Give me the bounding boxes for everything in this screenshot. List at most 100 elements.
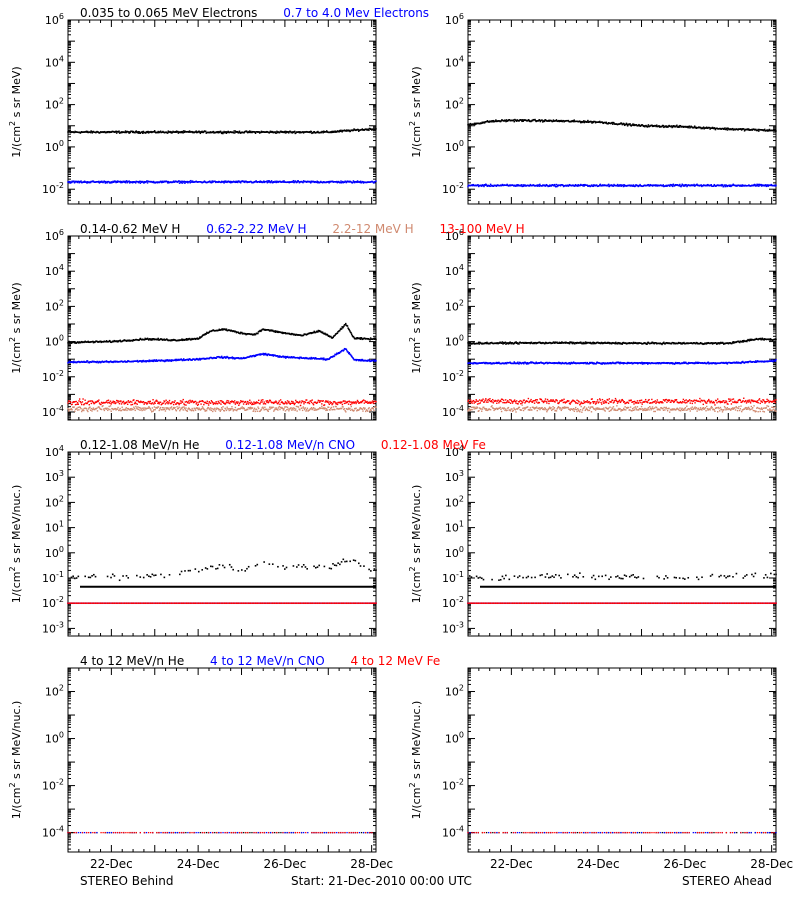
data-point (552, 184, 554, 186)
data-point (290, 407, 292, 409)
data-point (374, 360, 376, 363)
data-point (132, 408, 134, 411)
data-point (670, 184, 672, 186)
data-point (130, 404, 132, 406)
data-point (87, 410, 89, 413)
data-point (495, 185, 498, 187)
data-point (328, 358, 330, 360)
data-point (323, 130, 325, 133)
data-point (214, 407, 216, 410)
data-point (503, 120, 505, 122)
ytick-label: 100 (445, 334, 464, 349)
data-point (197, 408, 200, 411)
data-point (119, 339, 121, 342)
data-point (225, 328, 228, 330)
data-point (174, 400, 176, 402)
data-point (235, 331, 237, 333)
data-point (327, 400, 329, 402)
data-point (219, 400, 221, 402)
ytick-label: 10-2 (442, 181, 464, 196)
data-point (251, 131, 253, 134)
ytick-label: 100 (445, 139, 464, 154)
data-point (259, 180, 262, 182)
data-point (167, 130, 170, 132)
data-point (619, 184, 622, 186)
data-point (285, 132, 287, 134)
data-point (362, 410, 364, 412)
ytick-label: 102 (45, 298, 64, 313)
data-point (330, 406, 333, 409)
data-point (331, 180, 334, 183)
data-point (157, 130, 159, 133)
data-point (243, 407, 245, 410)
data-point (158, 403, 160, 405)
data-point (229, 181, 232, 184)
data-point (277, 401, 280, 404)
data-point (632, 184, 635, 186)
data-point (249, 406, 252, 409)
data-point (197, 131, 199, 134)
data-point (556, 185, 558, 188)
ytick-label: 102 (45, 97, 64, 112)
data-point (78, 409, 80, 411)
data-point (98, 402, 101, 404)
data-point (671, 185, 674, 188)
data-point (483, 185, 485, 188)
data-point (225, 131, 227, 133)
data-point (651, 185, 654, 187)
data-point (607, 185, 609, 187)
data-point (258, 181, 261, 184)
data-point (181, 401, 184, 403)
data-point (139, 132, 142, 134)
data-point (199, 359, 202, 361)
data-point (293, 181, 296, 183)
data-point (152, 180, 155, 183)
data-point (238, 404, 240, 406)
data-point (220, 409, 222, 411)
data-point (711, 127, 713, 130)
data-point (520, 119, 523, 122)
data-point (108, 401, 110, 404)
data-point (259, 354, 262, 356)
data-point (155, 400, 157, 402)
data-point (284, 406, 286, 408)
data-point (743, 130, 746, 132)
data-point (120, 400, 122, 402)
data-point (224, 403, 226, 405)
data-point (232, 357, 234, 360)
data-point (248, 131, 250, 134)
data-point (70, 341, 72, 343)
data-point (259, 410, 261, 412)
data-point (234, 181, 237, 184)
data-point (248, 401, 250, 404)
data-point (548, 120, 551, 122)
data-point (151, 407, 154, 409)
data-point (513, 120, 516, 123)
data-point (347, 351, 349, 353)
data-point (480, 185, 483, 187)
data-point (225, 402, 227, 405)
data-point (375, 128, 377, 130)
data-point (115, 402, 117, 404)
data-point (334, 402, 337, 404)
data-point (129, 400, 132, 403)
data-point (190, 409, 193, 412)
data-point (252, 403, 254, 405)
data-point (541, 119, 543, 121)
data-point (99, 340, 102, 343)
data-point (117, 340, 120, 343)
data-point (200, 403, 202, 405)
data-point (100, 408, 103, 411)
data-point (559, 185, 562, 187)
data-point (316, 402, 318, 404)
data-point (170, 407, 172, 409)
data-point (186, 339, 189, 341)
data-point (747, 128, 750, 130)
data-point (241, 406, 243, 408)
data-point (286, 400, 289, 402)
data-point (74, 401, 76, 403)
data-point (163, 360, 166, 363)
data-point (308, 401, 310, 404)
data-point (276, 355, 279, 357)
data-point (348, 400, 350, 402)
